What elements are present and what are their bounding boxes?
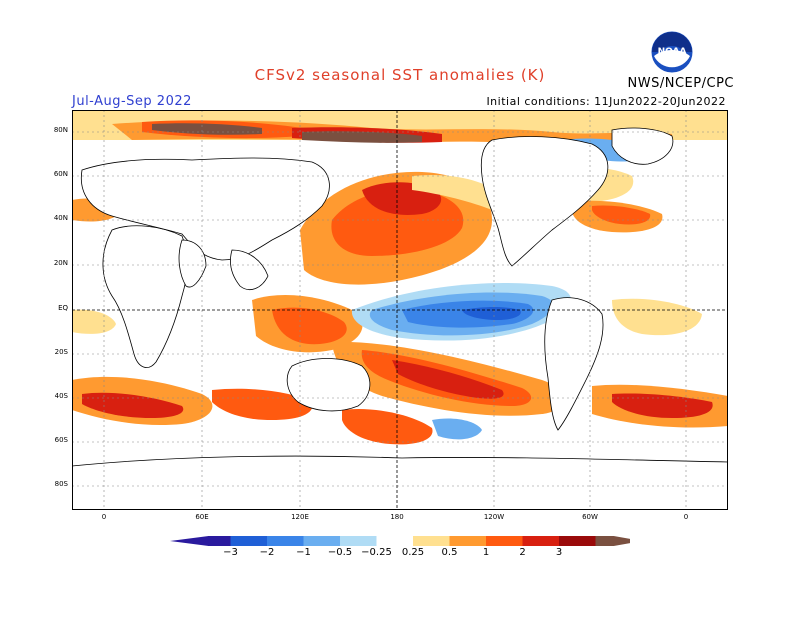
land-masses (72, 127, 728, 510)
equator-dateline (72, 110, 728, 510)
initial-conditions: Initial conditions: 11Jun2022-20Jun2022 (486, 95, 726, 108)
sst-anomaly-map (72, 110, 728, 510)
colorbar (170, 536, 630, 546)
colorbar-tick-label: 0.25 (401, 547, 425, 558)
lat-tick-label: 20S (54, 348, 68, 356)
colorbar-tick-label: −0.5 (327, 547, 353, 558)
lon-tick-label: 0 (683, 513, 689, 521)
colorbar-swatch (208, 536, 231, 546)
map-frame (72, 110, 728, 510)
africa-land (102, 225, 188, 368)
colorbar-swatch (303, 536, 341, 546)
colorbar-swatch (559, 536, 596, 546)
anomaly-region (272, 307, 347, 345)
lat-tick-label: 40N (53, 214, 68, 222)
lat-tick-label: 60N (53, 170, 68, 178)
lat-tick-label: 60S (54, 436, 68, 444)
colorbar-tick-label: 0.5 (441, 547, 458, 558)
colorbar-arrow-right (595, 536, 630, 546)
north-america-land (480, 136, 609, 267)
agency-label: NWS/NCEP/CPC (627, 76, 734, 91)
anomaly-region (392, 360, 504, 399)
colorbar-tick-label: −1 (296, 547, 311, 558)
colorbar-arrow-left (170, 536, 209, 546)
colorbar-tick-label: 2 (519, 547, 526, 558)
anomaly-region (462, 307, 521, 320)
lat-tick-label: 20N (53, 259, 68, 267)
forecast-period: Jul-Aug-Sep 2022 (72, 94, 192, 109)
colorbar-swatch (376, 536, 414, 546)
noaa-logo-icon: NOAA (650, 30, 694, 74)
india-land (178, 239, 207, 288)
lon-tick-label: 60E (195, 513, 209, 521)
colorbar-tick-label: 3 (555, 547, 563, 558)
lat-tick-label: 80S (54, 480, 68, 488)
lon-tick-label: 120E (291, 513, 309, 521)
south-america-land (544, 297, 604, 431)
anomaly-region (152, 123, 262, 135)
colorbar-tick-label: −3 (223, 547, 238, 558)
colorbar-swatch (486, 536, 523, 546)
lat-tick-label: 40S (54, 392, 68, 400)
colorbar-tick-label: −2 (259, 547, 275, 558)
colorbar-tick-label: 1 (482, 547, 490, 558)
lon-tick-label: 60W (582, 513, 598, 521)
colorbar-swatch (267, 536, 304, 546)
lon-tick-label: 120W (483, 513, 505, 521)
anomaly-region (612, 393, 713, 418)
antarctica-land (72, 455, 728, 510)
se-asia-land (230, 249, 269, 290)
colorbar-swatch (449, 536, 487, 546)
anomaly-region (432, 418, 482, 440)
anomaly-region (212, 388, 313, 420)
anomaly-region (412, 174, 502, 210)
anomaly-region (82, 392, 184, 418)
colorbar-tick-label: −0.25 (361, 547, 392, 558)
lat-tick-label: EQ (58, 304, 68, 312)
colorbar-swatch (340, 536, 377, 546)
eurasia-land (80, 157, 330, 261)
greenland-land (611, 127, 674, 165)
colorbar-swatch (230, 536, 268, 546)
lon-tick-label: 0 (101, 513, 107, 521)
anomaly-region (592, 205, 651, 225)
lat-tick-label: 80N (53, 126, 68, 134)
anomaly-region (612, 298, 702, 336)
australia-land (286, 358, 371, 412)
anomaly-region (342, 408, 433, 445)
colorbar-swatch (413, 536, 450, 546)
lon-tick-label: 180 (390, 513, 404, 521)
anomaly-region (302, 131, 422, 143)
map-title: CFSv2 seasonal SST anomalies (K) (254, 66, 546, 84)
colorbar-swatch (522, 536, 560, 546)
anomaly-region (72, 309, 116, 334)
noaa-logo-text: NOAA (658, 47, 687, 57)
